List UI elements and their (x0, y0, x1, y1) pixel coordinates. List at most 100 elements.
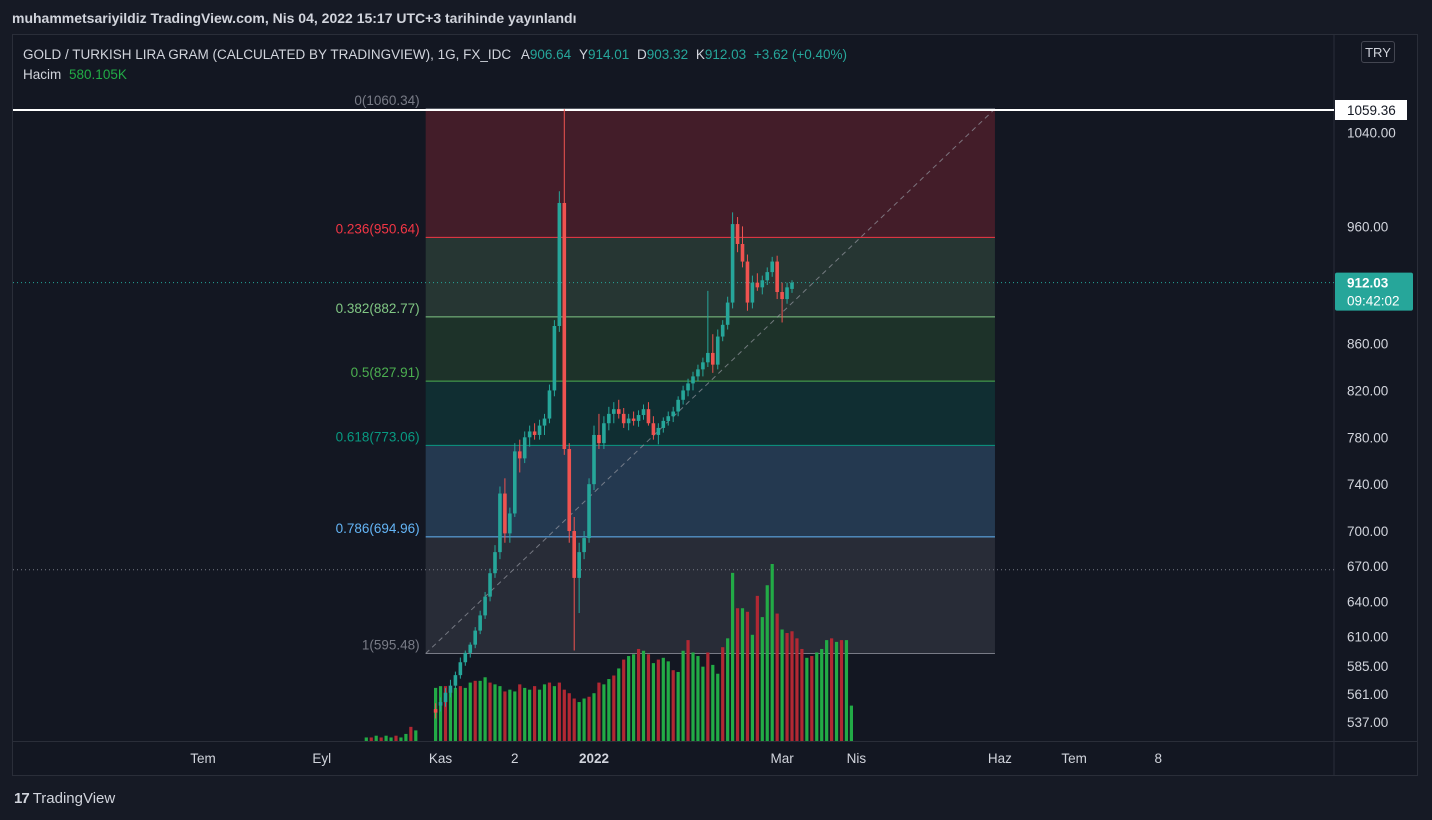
candle-body (631, 418, 636, 421)
volume-bar (701, 666, 705, 741)
brand-name: TradingView (32, 790, 116, 807)
candle-body (567, 449, 572, 532)
volume-label[interactable]: Hacim (23, 67, 62, 82)
volume-bar (399, 737, 403, 741)
candle-body (671, 411, 675, 417)
volume-bar (374, 735, 378, 741)
candle-body (790, 282, 794, 289)
volume-bar (800, 648, 804, 741)
x-tick-label: Haz (988, 751, 1012, 766)
candle-body (468, 644, 473, 653)
volume-bar (523, 687, 527, 741)
candle-body (463, 652, 468, 663)
volume-bar (805, 657, 809, 741)
volume-bar (716, 673, 720, 741)
fib-zone-0.5 (425, 381, 995, 446)
close-value: 912.03 (704, 47, 747, 62)
volume-bar (760, 617, 764, 741)
candle-body (513, 451, 517, 514)
fib-level-label-0.786: 0.786(694.96) (336, 521, 420, 536)
volume-bar (592, 693, 596, 741)
volume-bar (770, 564, 774, 741)
volume-bar (503, 691, 507, 741)
volume-bar (745, 611, 750, 741)
volume-bar (646, 654, 651, 741)
volume-bar (587, 696, 591, 741)
volume-bar (844, 640, 849, 741)
candle-body (755, 282, 760, 288)
candle-body (508, 513, 512, 534)
candle-body (458, 662, 463, 676)
fib-zone-0 (425, 108, 995, 238)
volume-bar (696, 656, 700, 741)
candle-body (661, 420, 666, 428)
change-value: +3.62 (+0.40%) (753, 47, 847, 62)
volume-bar (414, 730, 418, 741)
volume-bar (711, 664, 715, 741)
fib-zone-0.786 (425, 536, 995, 654)
candle-body (547, 390, 552, 419)
volume-bar (731, 572, 735, 741)
volume-bar (820, 648, 824, 741)
chart-legend: GOLD / TURKISH LIRA GRAM (CALCULATED BY … (23, 45, 847, 85)
open-label: A (520, 47, 530, 62)
volume-bar (765, 585, 769, 741)
y-tick-label: 1040.00 (1347, 126, 1396, 141)
volume-bar (671, 670, 675, 741)
candle-body (433, 709, 438, 713)
volume-bar (780, 629, 784, 741)
volume-bar (632, 654, 636, 741)
volume-bar (552, 686, 556, 741)
fib-zone-0.618 (425, 445, 995, 537)
y-tick-label: 561.00 (1347, 687, 1388, 702)
volume-bar (706, 652, 710, 741)
tradingview-logo-icon: 17 (14, 790, 30, 807)
volume-bar (468, 682, 472, 741)
candle-body (522, 437, 527, 459)
candle-body (696, 369, 700, 377)
volume-bar (448, 689, 453, 741)
volume-bar (577, 702, 581, 741)
volume-bar (369, 737, 373, 741)
candle-body (641, 409, 646, 416)
chart-frame[interactable] (12, 34, 1418, 776)
y-tick-label: 585.00 (1347, 659, 1388, 674)
volume-bar (825, 640, 829, 741)
candle-body (612, 409, 616, 414)
volume-bar (473, 680, 477, 741)
volume-bar (488, 682, 492, 741)
candle-body (498, 493, 502, 553)
candle-body (602, 423, 606, 444)
fib-level-label-0.382: 0.382(882.77) (336, 301, 420, 316)
candle-body (681, 390, 685, 400)
volume-bar (726, 638, 730, 741)
currency-button[interactable]: TRY (1361, 41, 1395, 63)
volume-bar (681, 650, 685, 741)
volume-bar (547, 682, 552, 741)
candle-body (443, 692, 448, 703)
volume-bar (612, 675, 616, 741)
close-label: K (695, 47, 705, 62)
candle-body (577, 552, 581, 578)
candle-body (735, 224, 740, 244)
volume-bar (661, 657, 665, 741)
tradingview-logo[interactable]: 17 TradingView (14, 790, 115, 807)
candle-body (478, 615, 482, 631)
last-price-countdown: 09:42:02 (1347, 294, 1400, 309)
volume-bar (443, 686, 448, 741)
candle-body (542, 418, 547, 426)
volume-bar (750, 634, 754, 741)
candle-body (607, 413, 611, 424)
volume-bar (528, 689, 532, 741)
candle-body (592, 434, 596, 485)
volume-bar (483, 677, 487, 741)
volume-bar (755, 595, 759, 741)
volume-bar (785, 633, 789, 741)
symbol-title[interactable]: GOLD / TURKISH LIRA GRAM (CALCULATED BY … (23, 47, 512, 62)
candle-body (537, 425, 542, 435)
candle-body (636, 415, 641, 421)
candle-body (686, 383, 690, 391)
volume-bar (562, 689, 566, 741)
candle-body (720, 324, 725, 337)
